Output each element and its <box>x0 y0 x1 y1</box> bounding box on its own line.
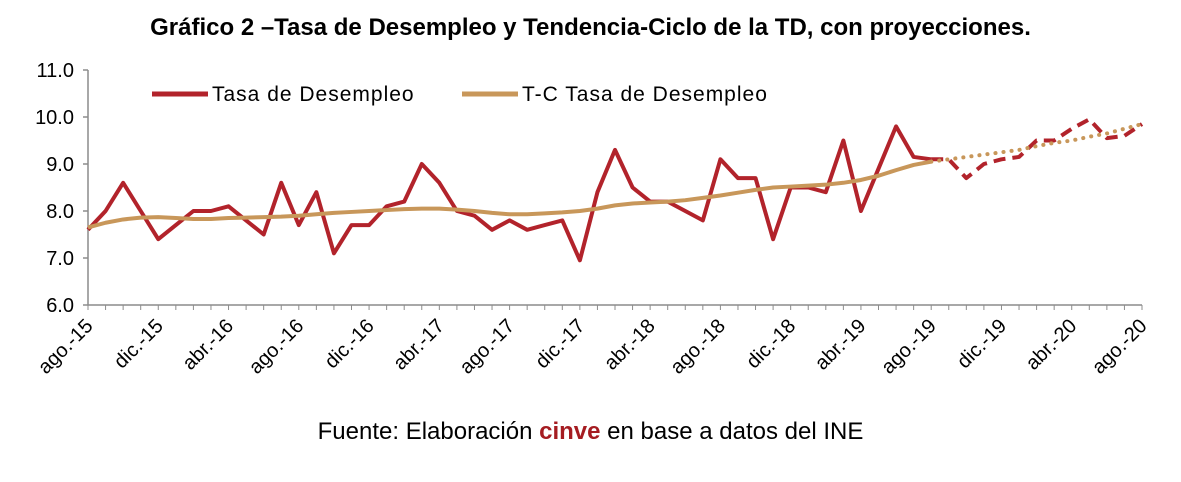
x-tick-label: abr.-16 <box>178 315 238 375</box>
y-tick-label: 6.0 <box>46 295 74 317</box>
y-tick-label: 9.0 <box>46 154 74 176</box>
legend-label: T-C Tasa de Desempleo <box>522 83 768 106</box>
x-tick-label: ago.-20 <box>1088 315 1152 379</box>
legend-label: Tasa de Desempleo <box>212 83 415 106</box>
source-brand: cinve <box>539 418 601 445</box>
x-tick-label: ago.-15 <box>34 315 98 379</box>
x-tick-label: dic.-15 <box>110 315 168 373</box>
x-tick-label: dic.-19 <box>953 315 1011 373</box>
x-tick-label: abr.-19 <box>811 315 871 375</box>
x-tick-label: ago.-17 <box>456 315 520 379</box>
x-tick-label: dic.-16 <box>321 315 379 373</box>
source-note: Fuente: Elaboración cinve en base a dato… <box>0 418 1181 446</box>
chart-title: Gráfico 2 –Tasa de Desempleo y Tendencia… <box>150 14 1031 41</box>
x-tick-label: ago.-19 <box>877 315 941 379</box>
x-tick-label: abr.-18 <box>600 315 660 375</box>
x-tick-label: abr.-17 <box>389 315 449 375</box>
series-line-desempleo <box>86 124 932 263</box>
x-tick-label: ago.-18 <box>666 315 730 379</box>
series-line-desempleo-projection <box>931 117 1144 181</box>
source-suffix: en base a datos del INE <box>600 418 864 445</box>
y-tick-label: 8.0 <box>46 201 74 223</box>
x-tick-label: dic.-18 <box>742 315 800 373</box>
y-tick-label: 10.0 <box>35 107 74 129</box>
x-tick-label: abr.-20 <box>1022 315 1082 375</box>
y-tick-label: 7.0 <box>46 248 74 270</box>
source-prefix: Fuente: Elaboración <box>317 418 540 445</box>
y-tick-label: 11.0 <box>37 60 74 82</box>
chart-series <box>86 117 1144 263</box>
x-tick-label: dic.-17 <box>531 315 589 373</box>
x-tick-label: ago.-16 <box>245 315 309 379</box>
chart-legend: Tasa de Desempleo T-C Tasa de Desempleo <box>152 83 768 106</box>
series-line-tendencia-projection <box>929 122 1144 164</box>
series-line-tendencia <box>87 159 932 230</box>
